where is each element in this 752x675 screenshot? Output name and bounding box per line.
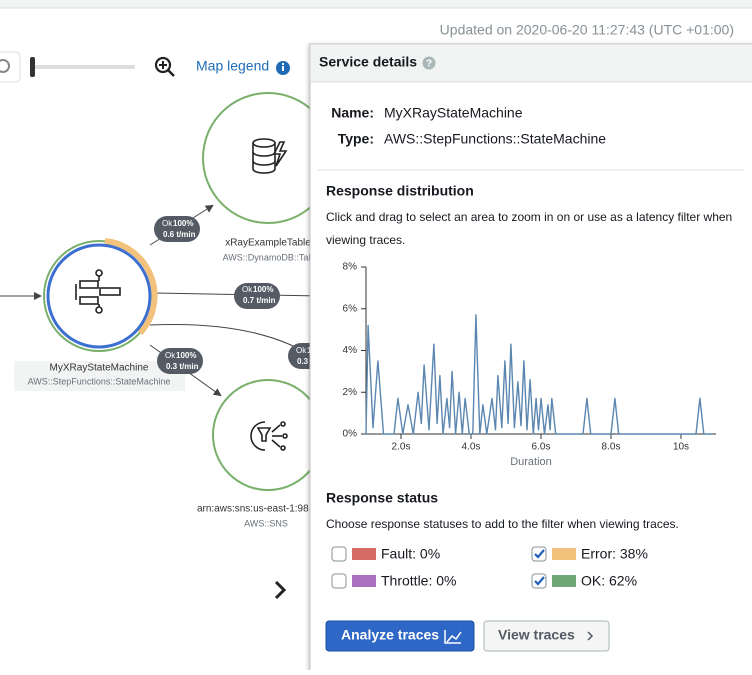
node-circle[interactable] xyxy=(212,379,324,491)
node-type: AWS::DynamoDB::Tab xyxy=(223,252,314,262)
updated-time: Updated on 2020-06-20 11:27:43 (UTC +01:… xyxy=(440,22,734,38)
top-strip xyxy=(0,0,752,8)
status-checkbox[interactable] xyxy=(331,546,347,562)
distribution-help: viewing traces. xyxy=(326,233,405,247)
svg-text:0.7 t/min: 0.7 t/min xyxy=(243,296,276,305)
node-name: xRayExampleTable xyxy=(225,238,311,249)
y-tick-label: 6% xyxy=(343,303,358,314)
x-tick-label: 4.0s xyxy=(462,442,481,453)
info-glyph xyxy=(282,66,284,71)
svg-text:Ok: Ok xyxy=(162,219,173,228)
status-help: Choose response statuses to add to the f… xyxy=(326,517,679,531)
svg-text:Ok: Ok xyxy=(242,285,253,294)
x-tick-label: 2.0s xyxy=(392,442,411,453)
svg-text:0.3 t/min: 0.3 t/min xyxy=(166,362,199,371)
edge-label: Ok 100% 0.7 t/min xyxy=(234,283,280,309)
svg-text:100%: 100% xyxy=(173,219,193,228)
zoom-handle[interactable] xyxy=(30,57,35,77)
y-tick-label: 4% xyxy=(343,345,358,356)
status-checkbox[interactable] xyxy=(531,573,547,589)
view-traces-button[interactable] xyxy=(483,620,610,652)
y-tick-label: 0% xyxy=(343,429,358,440)
service-type: AWS::StepFunctions::StateMachine xyxy=(384,131,606,147)
distribution-title: Response distribution xyxy=(326,183,474,199)
status-title: Response status xyxy=(326,490,438,506)
y-tick-label: 8% xyxy=(343,262,358,273)
y-tick-label: 2% xyxy=(343,387,358,398)
help-glyph: ? xyxy=(426,59,432,70)
status-swatch xyxy=(352,548,376,560)
view-traces-label: View traces xyxy=(498,627,575,643)
node-name: arn:aws:sns:us-east-1:9811 xyxy=(197,504,320,515)
panel-header xyxy=(311,45,752,82)
status-label: OK: 62% xyxy=(581,573,637,589)
node-type: AWS::SNS xyxy=(244,518,288,528)
x-tick-label: 8.0s xyxy=(602,442,621,453)
svg-text:100%: 100% xyxy=(176,351,196,360)
analyze-traces-button[interactable] xyxy=(325,620,475,652)
node-type: AWS::StepFunctions::StateMachine xyxy=(28,376,171,386)
chevron-icon xyxy=(587,631,594,641)
svg-text:0.6 t/min: 0.6 t/min xyxy=(163,230,196,239)
checkmark xyxy=(534,576,545,586)
zoom-out-button[interactable] xyxy=(0,51,21,83)
chart-icon xyxy=(444,630,462,644)
edge-label: Ok 100% 0.6 t/min xyxy=(154,216,200,242)
status-swatch xyxy=(352,575,376,587)
stepfunctions-icon xyxy=(75,269,121,314)
info-glyph xyxy=(282,63,284,65)
status-checkbox[interactable] xyxy=(331,573,347,589)
help-icon[interactable] xyxy=(422,56,436,70)
status-swatch xyxy=(552,575,576,587)
x-tick-label: 10s xyxy=(673,442,689,453)
edge-label: Ok 100% 0.3 t/min xyxy=(157,348,203,374)
svg-text:Ok: Ok xyxy=(296,346,307,355)
service-details-panel: Service details ? Name: MyXRayStateMachi… xyxy=(309,43,752,675)
svg-text:0.3: 0.3 xyxy=(297,357,309,366)
sns-icon xyxy=(250,421,288,451)
zoom-out-icon xyxy=(0,59,10,73)
status-label: Error: 38% xyxy=(581,546,648,562)
error-arc xyxy=(104,238,158,336)
checkmark xyxy=(534,549,545,559)
status-swatch xyxy=(552,548,576,560)
zoom-slider[interactable] xyxy=(32,65,135,69)
distribution-line xyxy=(365,314,713,435)
service-name: MyXRayStateMachine xyxy=(384,105,523,121)
svg-text:100%: 100% xyxy=(253,285,273,294)
panel-title: Service details xyxy=(319,54,417,70)
node-name: MyXRayStateMachine xyxy=(50,363,149,374)
dynamodb-icon xyxy=(252,138,288,174)
status-label: Throttle: 0% xyxy=(381,573,456,589)
analyze-traces-label: Analyze traces xyxy=(341,627,439,643)
name-label: Name: xyxy=(331,105,374,121)
node-label-bg xyxy=(14,361,185,391)
map-legend-link[interactable]: Map legend xyxy=(196,58,269,74)
x-tick-label: 6.0s xyxy=(532,442,551,453)
next-chevron[interactable] xyxy=(274,580,287,600)
distribution-help: Click and drag to select an area to zoom… xyxy=(326,210,732,224)
panel-bg xyxy=(309,43,752,675)
node-selected-ring xyxy=(46,243,152,349)
status-checkbox[interactable] xyxy=(531,546,547,562)
svg-text:Ok: Ok xyxy=(165,351,176,360)
type-label: Type: xyxy=(338,131,374,147)
x-axis-label: Duration xyxy=(510,456,552,468)
zoom-in-button[interactable] xyxy=(154,56,175,77)
status-label: Fault: 0% xyxy=(381,546,440,562)
